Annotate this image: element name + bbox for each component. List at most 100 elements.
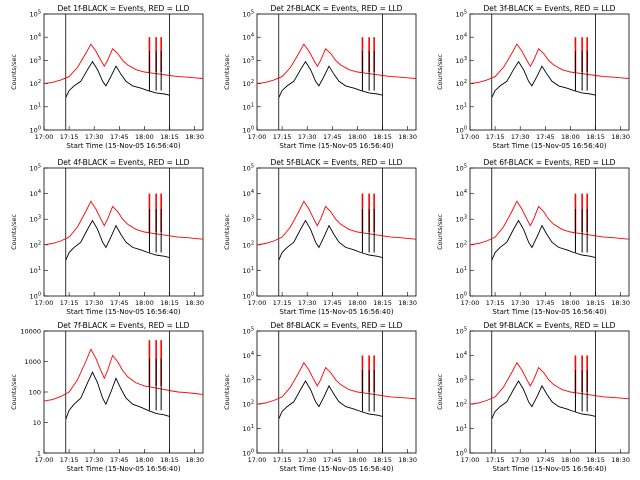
plot-frame bbox=[469, 330, 630, 454]
y-tick-label: 103 bbox=[243, 56, 254, 65]
x-tick-label: 17:45 bbox=[110, 299, 129, 307]
y-tick-label: 104 bbox=[456, 189, 467, 198]
series-lld bbox=[43, 200, 204, 246]
y-tick-label: 101 bbox=[30, 266, 41, 275]
x-tick-label: 18:00 bbox=[135, 133, 154, 141]
x-tick-label: 17:30 bbox=[511, 133, 530, 141]
x-tick-label: 18:00 bbox=[561, 456, 580, 464]
panel-det-8: Det 8f-BLACK = Events, RED = LLD 100 101 10… bbox=[223, 321, 417, 473]
panel-det-3: Det 3f-BLACK = Events, RED = LLD 100 101 10… bbox=[436, 4, 630, 150]
x-axis-label: Start Time (15-Nov-05 16:56:40) bbox=[66, 142, 180, 150]
panel-det-9: Det 9f-BLACK = Events, RED = LLD 100 101 10… bbox=[436, 321, 630, 473]
y-tick-label: 104 bbox=[30, 189, 41, 198]
y-tick-label: 101 bbox=[30, 102, 41, 111]
x-tick-label: 17:00 bbox=[35, 456, 54, 464]
x-tick-label: 18:30 bbox=[185, 456, 204, 464]
y-tick-label: 104 bbox=[243, 351, 254, 360]
x-axis-label: Start Time (15-Nov-05 16:56:40) bbox=[279, 465, 393, 473]
y-tick-label: 100 bbox=[243, 292, 254, 301]
x-tick-label: 18:30 bbox=[398, 299, 417, 307]
y-tick-label: 104 bbox=[30, 33, 41, 42]
x-tick-label: 17:15 bbox=[60, 133, 79, 141]
x-tick-label: 17:15 bbox=[60, 299, 79, 307]
x-tick-label: 17:00 bbox=[248, 299, 267, 307]
y-tick-label: 103 bbox=[243, 375, 254, 384]
y-tick-label: 100 bbox=[456, 126, 467, 135]
x-tick-label: 17:30 bbox=[85, 299, 104, 307]
x-tick-label: 17:00 bbox=[35, 133, 54, 141]
y-tick-label: 102 bbox=[456, 79, 467, 88]
x-tick-label: 17:00 bbox=[35, 299, 54, 307]
y-tick-label: 103 bbox=[30, 56, 41, 65]
x-tick-label: 17:15 bbox=[486, 456, 505, 464]
y-axis-label: Counts/sec bbox=[10, 214, 18, 250]
panel-title: Det 8f-BLACK = Events, RED = LLD bbox=[271, 321, 403, 330]
panel-title: Det 2f-BLACK = Events, RED = LLD bbox=[271, 4, 403, 13]
x-tick-label: 18:30 bbox=[185, 299, 204, 307]
y-axis-label: Counts/sec bbox=[436, 374, 444, 410]
panel-det-6: Det 6f-BLACK = Events, RED = LLD 100 101 10… bbox=[436, 158, 630, 316]
x-tick-label: 17:45 bbox=[110, 133, 129, 141]
y-axis-label: Counts/sec bbox=[10, 54, 18, 90]
y-tick-label: 100 bbox=[30, 292, 41, 301]
plot-frame bbox=[43, 167, 204, 297]
series-events bbox=[65, 219, 170, 261]
x-tick-label: 17:30 bbox=[298, 133, 317, 141]
panel-title: Det 7f-BLACK = Events, RED = LLD bbox=[58, 321, 190, 330]
y-tick-label: 104 bbox=[456, 351, 467, 360]
x-tick-label: 17:15 bbox=[60, 456, 79, 464]
plot-frame bbox=[43, 13, 204, 131]
x-tick-label: 17:00 bbox=[248, 133, 267, 141]
x-tick-label: 18:30 bbox=[611, 456, 630, 464]
x-axis-label: Start Time (15-Nov-05 16:56:40) bbox=[279, 308, 393, 316]
y-axis-label: Counts/sec bbox=[223, 374, 231, 410]
y-axis-label: Counts/sec bbox=[436, 54, 444, 90]
y-axis-label: Counts/sec bbox=[223, 214, 231, 250]
series-events bbox=[491, 380, 596, 419]
x-axis-label: Start Time (15-Nov-05 16:56:40) bbox=[492, 465, 606, 473]
x-tick-label: 17:00 bbox=[461, 133, 480, 141]
y-tick-label: 101 bbox=[243, 266, 254, 275]
y-tick-label: 105 bbox=[30, 164, 41, 173]
x-tick-label: 18:15 bbox=[586, 299, 605, 307]
y-tick-label: 101 bbox=[243, 102, 254, 111]
series-events bbox=[65, 371, 170, 420]
x-tick-label: 18:30 bbox=[611, 133, 630, 141]
x-tick-label: 18:30 bbox=[611, 299, 630, 307]
x-tick-label: 18:15 bbox=[160, 299, 179, 307]
y-tick-label: 103 bbox=[456, 215, 467, 224]
x-tick-label: 17:15 bbox=[486, 133, 505, 141]
y-tick-label: 1000 bbox=[24, 358, 41, 366]
y-tick-label: 100 bbox=[29, 389, 41, 397]
y-tick-label: 100 bbox=[243, 449, 254, 458]
panel-title: Det 3f-BLACK = Events, RED = LLD bbox=[484, 4, 616, 13]
panel-det-4: Det 4f-BLACK = Events, RED = LLD 100 101 10… bbox=[10, 158, 204, 316]
y-tick-label: 101 bbox=[456, 424, 467, 433]
x-tick-label: 18:00 bbox=[348, 456, 367, 464]
panel-title: Det 5f-BLACK = Events, RED = LLD bbox=[271, 158, 403, 167]
y-axis-label: Counts/sec bbox=[436, 214, 444, 250]
x-tick-label: 18:00 bbox=[135, 456, 154, 464]
x-tick-label: 17:30 bbox=[511, 456, 530, 464]
y-tick-label: 105 bbox=[456, 327, 467, 336]
panel-det-5: Det 5f-BLACK = Events, RED = LLD 100 101 10… bbox=[223, 158, 417, 316]
y-tick-label: 105 bbox=[456, 10, 467, 19]
x-axis-label: Start Time (15-Nov-05 16:56:40) bbox=[279, 142, 393, 150]
y-tick-label: 104 bbox=[456, 33, 467, 42]
y-axis-label: Counts/sec bbox=[10, 374, 18, 410]
x-tick-label: 18:00 bbox=[561, 133, 580, 141]
plot-frame bbox=[256, 167, 417, 297]
y-tick-label: 102 bbox=[456, 240, 467, 249]
y-tick-label: 102 bbox=[243, 400, 254, 409]
series-lld bbox=[469, 200, 630, 246]
y-tick-label: 104 bbox=[243, 33, 254, 42]
y-tick-label: 100 bbox=[456, 449, 467, 458]
series-events bbox=[65, 60, 170, 98]
x-tick-label: 18:30 bbox=[398, 456, 417, 464]
y-tick-label: 100 bbox=[243, 126, 254, 135]
x-tick-label: 17:30 bbox=[511, 299, 530, 307]
y-tick-label: 101 bbox=[243, 424, 254, 433]
y-tick-label: 105 bbox=[243, 164, 254, 173]
x-tick-label: 17:00 bbox=[461, 456, 480, 464]
x-tick-label: 18:00 bbox=[348, 133, 367, 141]
